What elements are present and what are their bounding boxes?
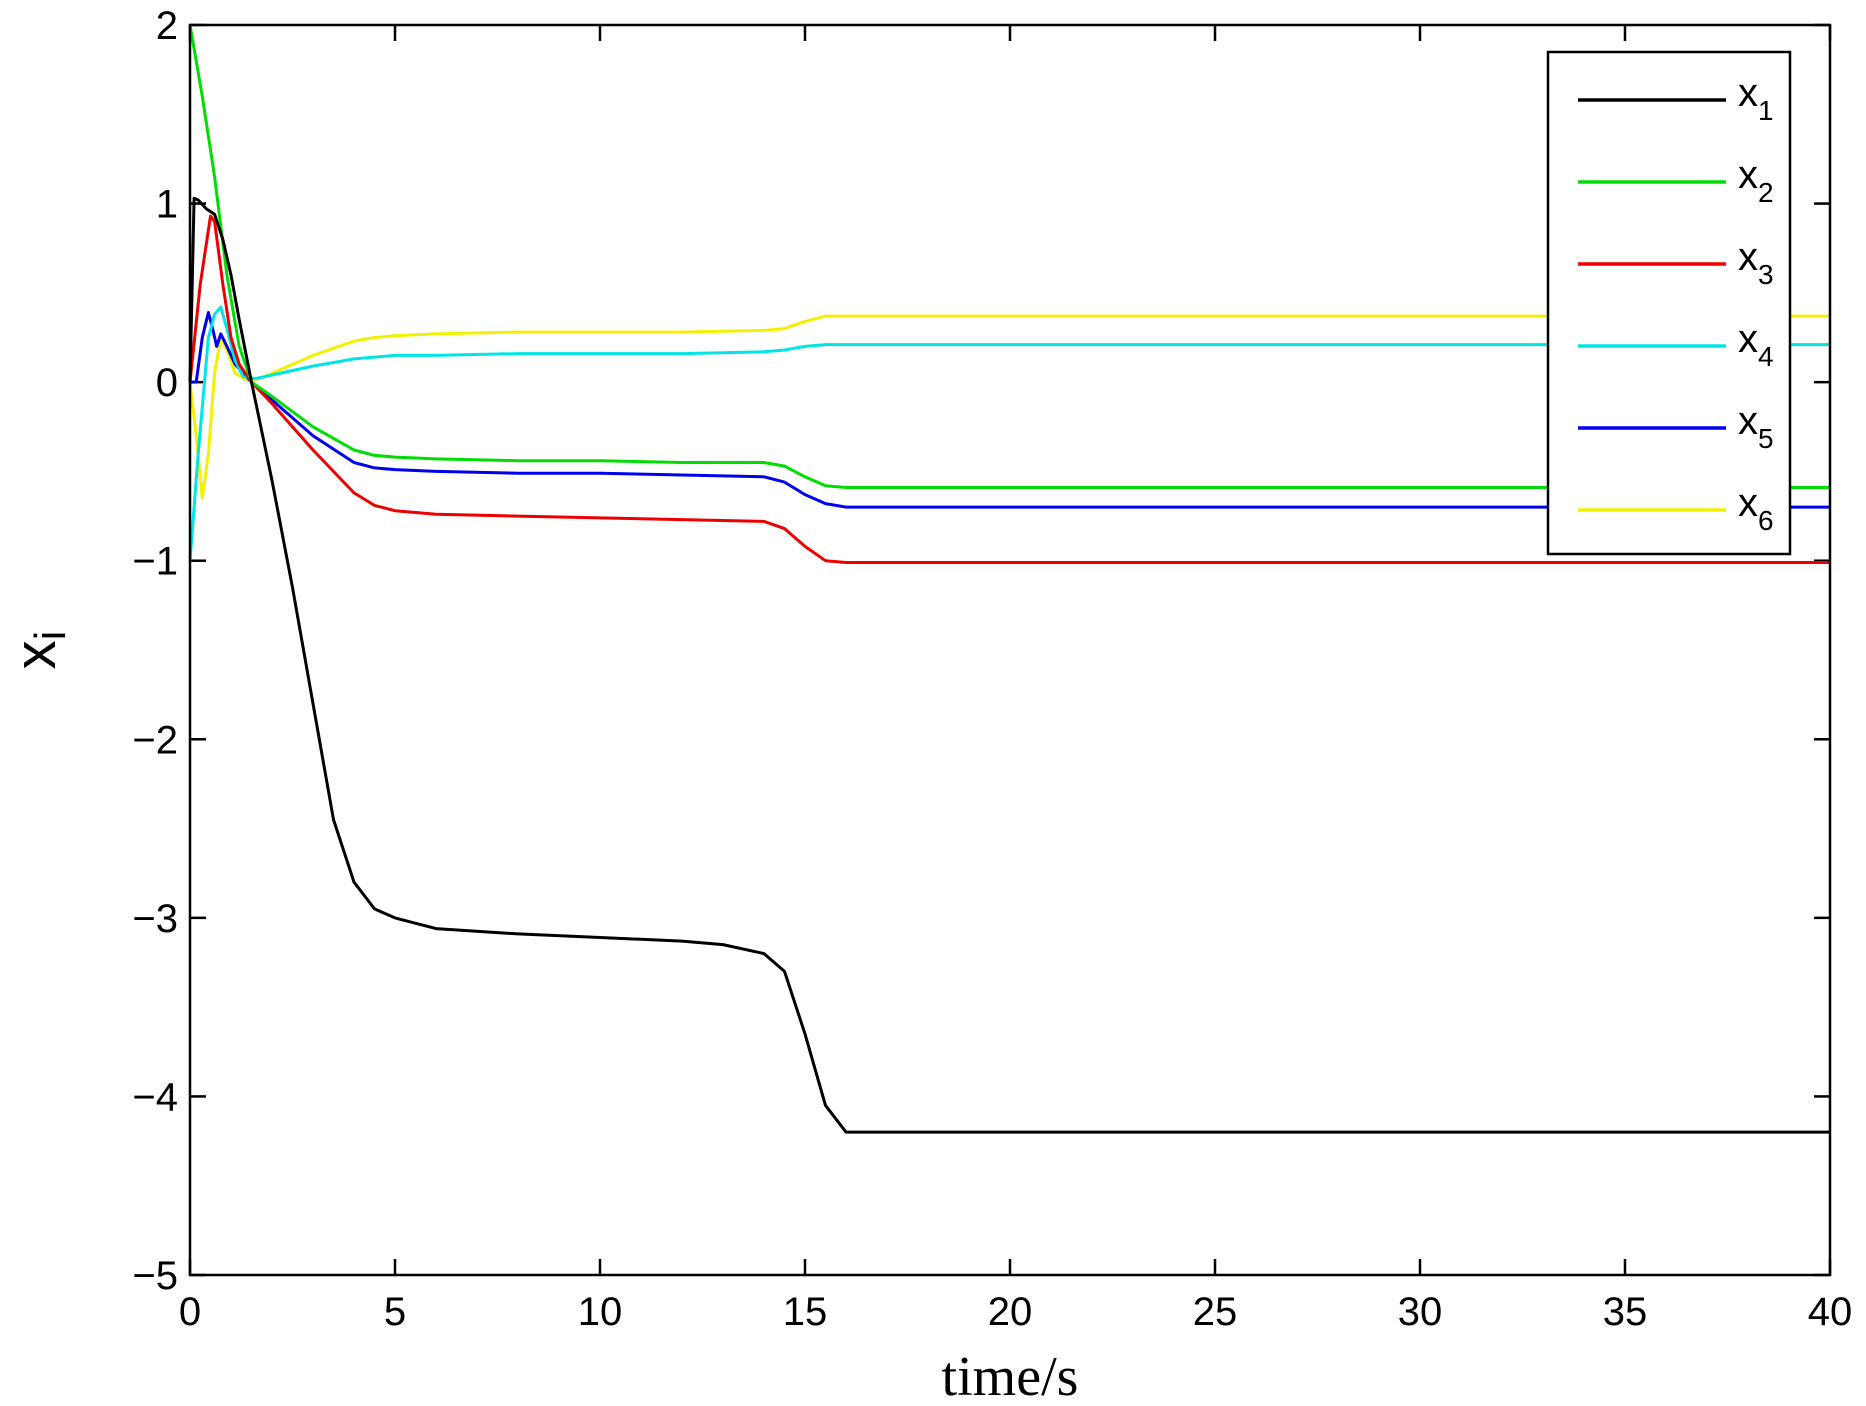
series-line-x5	[190, 311, 1830, 509]
y-tick-label: −1	[132, 540, 178, 584]
legend-label-x4: x4	[1738, 317, 1774, 372]
series-line-x4	[188, 305, 1830, 561]
legend: x1 x2 x3 x4 x5 x6	[1546, 50, 1792, 556]
y-axis-title: xi	[3, 631, 75, 670]
y-tick-label: −4	[132, 1075, 178, 1119]
y-axis-title-main: x	[3, 640, 68, 669]
x-tick-label: 30	[1398, 1290, 1443, 1334]
x-tick-label: 15	[783, 1290, 828, 1334]
legend-label-x3: x3	[1738, 235, 1774, 290]
series-line-x3	[188, 214, 1830, 564]
legend-label-x1: x1	[1738, 71, 1774, 126]
y-axis-title-subscript: i	[26, 631, 75, 641]
x-tick-label: 25	[1193, 1290, 1238, 1334]
x-tick-label: 10	[578, 1290, 623, 1334]
legend-label-x6: x6	[1738, 481, 1774, 536]
x-tick-label: 0	[179, 1290, 201, 1334]
y-tick-label: 0	[156, 361, 178, 405]
y-tick-label: −5	[132, 1254, 178, 1298]
series-line-x1	[188, 196, 1830, 1134]
y-tick-label: 1	[156, 183, 178, 227]
y-tick-label: −3	[132, 897, 178, 941]
tick-layer: 0 5 10 15 20 25 30 35 40 −5 −4 −3 −2 −1 0 1 2	[132, 4, 1852, 1334]
series-layer	[188, 24, 1830, 1134]
series-line-x2	[188, 24, 1830, 489]
plot-area-frame	[188, 23, 1832, 1277]
legend-label-x2: x2	[1738, 153, 1774, 208]
legend-label-x5: x5	[1738, 399, 1774, 454]
x-tick-label: 5	[384, 1290, 406, 1334]
y-tick-label: 2	[156, 4, 178, 48]
legend-box	[1546, 50, 1792, 556]
x-axis-title: time/s	[942, 1346, 1079, 1406]
x-tick-label: 20	[988, 1290, 1033, 1334]
y-tick-label: −2	[132, 718, 178, 762]
x-tick-label: 35	[1603, 1290, 1648, 1334]
series-line-x6	[188, 314, 1830, 500]
x-tick-label: 40	[1808, 1290, 1853, 1334]
